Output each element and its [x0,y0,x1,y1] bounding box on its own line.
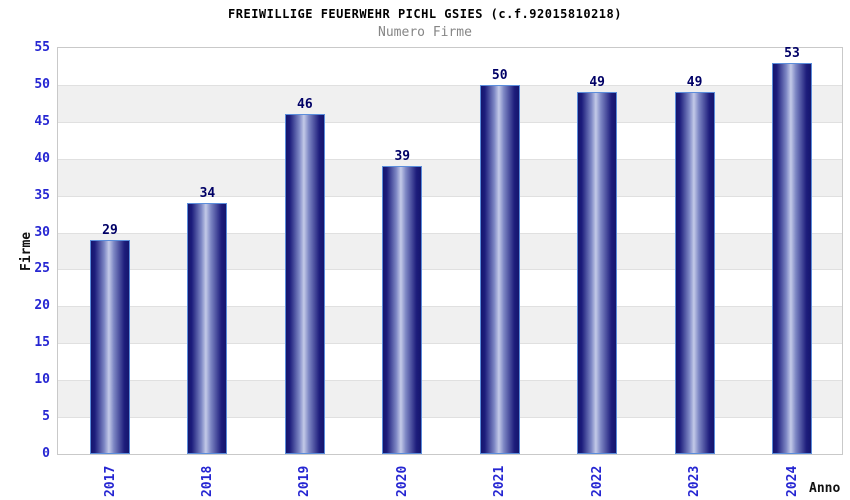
bar-value-label: 49 [686,75,703,91]
gridline [58,417,842,419]
chart-title: FREIWILLIGE FEUERWEHR PICHL GSIES (c.f.9… [228,7,622,21]
x-tick-label: 2022 [589,465,605,497]
y-tick-label: 55 [34,40,50,55]
x-tick-label: 2018 [199,465,215,497]
bar-2023 [674,92,715,454]
y-tick-label: 35 [34,187,50,203]
y-tick-label: 10 [34,372,50,388]
grid-band [58,343,842,381]
y-tick-label: 15 [34,335,50,351]
y-axis-title: Firme [19,231,34,271]
y-tick-label: 45 [34,113,50,129]
y-tick-label: 50 [34,76,50,92]
bar-2018 [187,203,228,454]
x-tick-label: 2024 [784,465,800,497]
plot-area [57,47,843,455]
x-tick-label: 2021 [492,465,508,497]
bar-value-label: 50 [491,67,508,83]
bar-2017 [90,239,130,454]
bar-value-label: 39 [394,149,411,165]
bar-value-label: 49 [589,75,605,91]
bar-2020 [382,166,423,454]
gridline [58,269,842,271]
bar-value-label: 46 [297,97,313,113]
grid-band [58,269,842,307]
gridline [58,232,842,234]
y-tick-label: 40 [34,150,50,166]
grid-band [58,417,842,454]
gridline [58,195,842,197]
y-tick-label: 25 [34,261,50,277]
grid-band [58,121,842,159]
grid-band [58,48,842,85]
gridline [58,158,842,160]
bar-2019 [284,114,325,454]
y-tick-label: 0 [42,446,50,461]
bar-2024 [772,62,812,454]
bar-2022 [577,92,618,454]
x-tick-label: 2017 [102,465,118,497]
grid-band [58,195,842,233]
gridline [58,306,842,308]
x-tick-label: 2023 [687,465,703,497]
x-tick-label: 2019 [297,465,313,497]
y-tick-label: 30 [34,224,50,240]
gridline [58,343,842,345]
y-tick-label: 5 [42,409,50,425]
y-tick-label: 20 [34,298,50,314]
bar-value-label: 34 [199,186,216,202]
grid-band [58,306,842,344]
gridline [58,121,842,123]
x-tick-label: 2020 [394,465,410,497]
grid-band [58,380,842,418]
chart-subtitle: Numero Firme [378,25,472,40]
x-axis-title: Anno [809,481,841,496]
gridline [58,84,842,86]
bar-2021 [479,84,520,454]
gridline [58,380,842,382]
grid-band [58,232,842,270]
bar-value-label: 29 [102,222,118,238]
grid-band [58,84,842,122]
grid-band [58,158,842,196]
bar-value-label: 53 [784,45,800,61]
